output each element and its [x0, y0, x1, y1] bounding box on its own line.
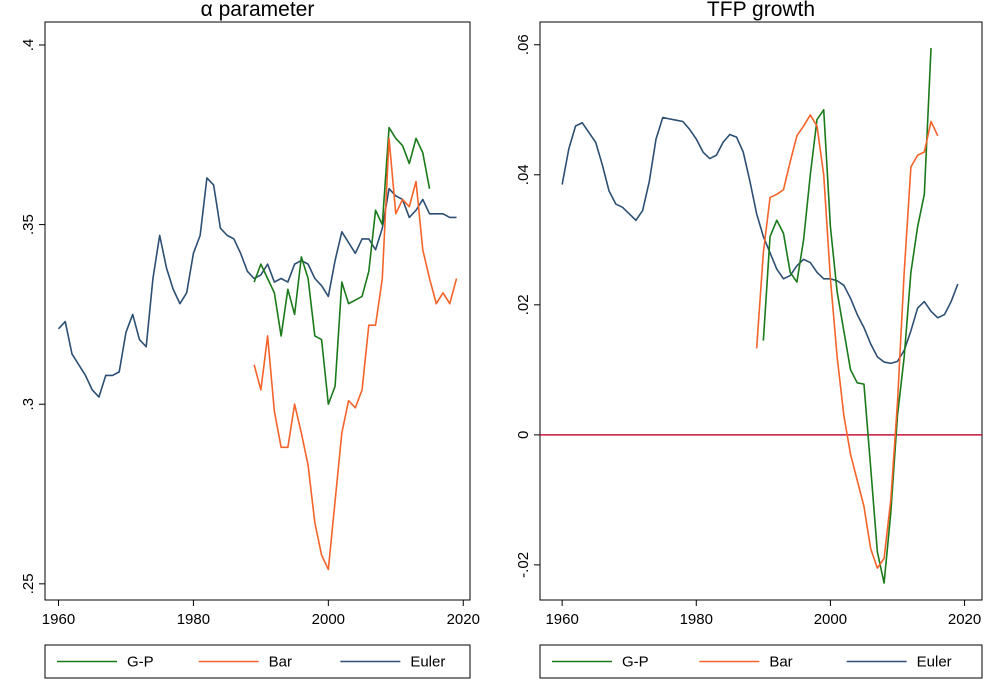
- legend-label: Euler: [410, 654, 445, 671]
- y-tick-label: 0: [515, 431, 532, 439]
- x-tick-label: 2020: [447, 611, 480, 628]
- y-tick-label: .3: [20, 398, 37, 411]
- series-line: [561, 116, 959, 365]
- legend-label: Bar: [269, 654, 292, 671]
- y-tick-label: .06: [515, 34, 532, 55]
- x-tick-label: 1960: [545, 611, 578, 628]
- x-tick-label: 1980: [177, 611, 210, 628]
- y-tick-label: .4: [20, 39, 37, 52]
- plot-frame: [44, 21, 471, 601]
- x-tick-label: 1980: [680, 611, 713, 628]
- y-tick-label: .25: [20, 573, 37, 594]
- series-line: [762, 47, 932, 584]
- chart-title: TFP growth: [707, 0, 815, 21]
- series-line: [755, 114, 939, 569]
- x-tick-label: 2000: [814, 611, 847, 628]
- y-tick-label: -.02: [515, 552, 532, 578]
- chart-title: α parameter: [201, 0, 315, 21]
- legend-box: [539, 644, 983, 679]
- plot-frame: [539, 21, 983, 601]
- x-tick-label: 1960: [42, 611, 75, 628]
- x-tick-label: 2020: [948, 611, 981, 628]
- legend-label: Euler: [917, 654, 952, 671]
- series-line: [57, 177, 457, 398]
- legend-label: Bar: [769, 654, 792, 671]
- x-tick-label: 2000: [312, 611, 345, 628]
- y-tick-label: .02: [515, 294, 532, 315]
- series-line: [253, 126, 431, 406]
- y-tick-label: .35: [20, 214, 37, 235]
- series-line: [253, 137, 458, 571]
- legend-label: G-P: [127, 654, 154, 671]
- y-tick-label: .04: [515, 164, 532, 185]
- legend-label: G-P: [622, 654, 649, 671]
